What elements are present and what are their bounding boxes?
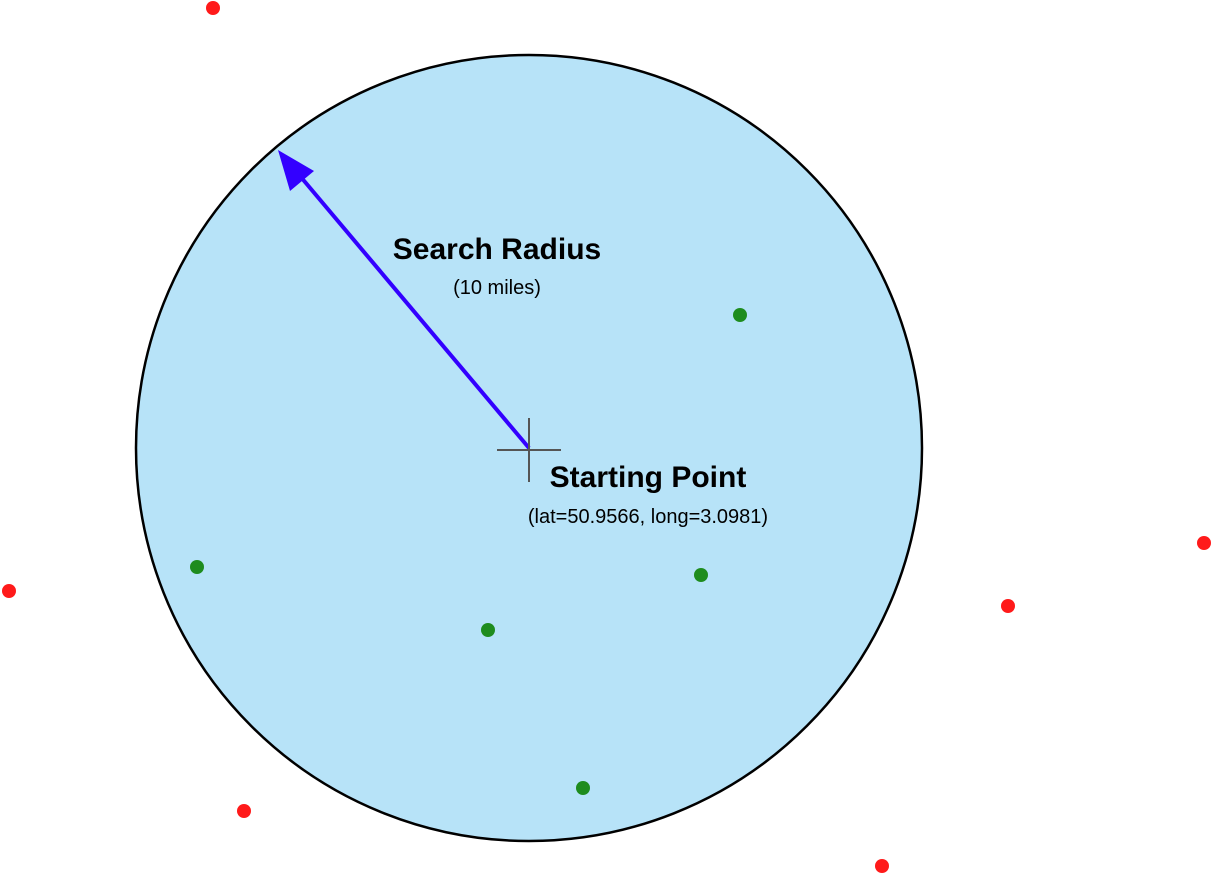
search-radius-subtitle: (10 miles) [453,277,541,299]
inside-points [190,308,747,795]
inside-point [481,623,495,637]
inside-point [694,568,708,582]
outside-point [1001,599,1015,613]
outside-point [237,804,251,818]
outside-point [2,584,16,598]
inside-point [190,560,204,574]
radius-arrow-head [278,150,314,191]
inside-point [733,308,747,322]
search-radius-title: Search Radius [393,233,601,266]
starting-point-crosshair-icon [497,418,561,482]
starting-point-coordinates: (lat=50.9566, long=3.0981) [528,506,768,528]
outside-point [1197,536,1211,550]
inside-point [576,781,590,795]
outside-point [206,1,220,15]
radius-arrow-shaft [298,174,531,450]
outside-point [875,859,889,873]
starting-point-title: Starting Point [550,461,747,494]
